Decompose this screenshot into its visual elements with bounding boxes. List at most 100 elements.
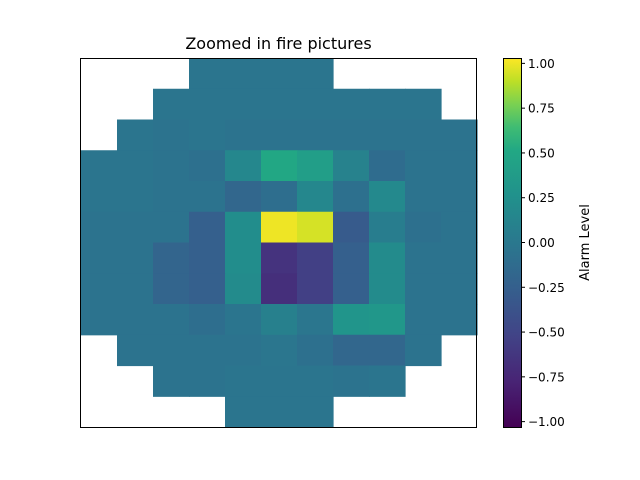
heatmap-cell-r4-c10 xyxy=(441,181,478,212)
colorbar xyxy=(503,58,521,427)
colorbar-tick-label: −0.25 xyxy=(528,281,565,295)
heatmap-cell-r1-c2 xyxy=(153,89,190,120)
heatmap-cell-r7-c3 xyxy=(189,273,226,304)
heatmap-cell-r2-c4 xyxy=(225,120,262,151)
heatmap-cell-r10-c3 xyxy=(189,366,226,397)
heatmap-cell-r7-c4 xyxy=(225,273,262,304)
heatmap-cell-r6-c10 xyxy=(441,243,478,274)
heatmap-cell-r0-c4 xyxy=(225,58,262,89)
heatmap-cell-r4-c1 xyxy=(117,181,154,212)
heatmap-cell-r4-c0 xyxy=(81,181,118,212)
heatmap-cell-r6-c0 xyxy=(81,243,118,274)
heatmap-cell-r4-c8 xyxy=(369,181,406,212)
heatmap-cell-r0-c5 xyxy=(261,58,298,89)
heatmap-cell-r6-c5 xyxy=(261,243,298,274)
heatmap-cell-r2-c2 xyxy=(153,120,190,151)
heatmap-cell-r4-c3 xyxy=(189,181,226,212)
heatmap-cell-r3-c7 xyxy=(333,150,370,181)
heatmap-cell-r1-c5 xyxy=(261,89,298,120)
colorbar-label: Alarm Level xyxy=(578,204,593,281)
colorbar-tick-label: −0.75 xyxy=(528,370,565,384)
heatmap-cell-r11-c6 xyxy=(297,396,334,427)
heatmap-cell-r9-c7 xyxy=(333,335,370,366)
heatmap-cell-r3-c4 xyxy=(225,150,262,181)
heatmap-cell-r1-c9 xyxy=(405,89,442,120)
heatmap-cell-r3-c6 xyxy=(297,150,334,181)
heatmap-cell-r2-c8 xyxy=(369,120,406,151)
heatmap-cell-r4-c2 xyxy=(153,181,190,212)
heatmap-cell-r7-c1 xyxy=(117,273,154,304)
heatmap-cell-r0-c3 xyxy=(189,58,226,89)
heatmap-cell-r1-c3 xyxy=(189,89,226,120)
heatmap-cell-r9-c6 xyxy=(297,335,334,366)
heatmap-cell-r3-c3 xyxy=(189,150,226,181)
heatmap-cell-r3-c2 xyxy=(153,150,190,181)
heatmap-cell-r10-c5 xyxy=(261,366,298,397)
heatmap-cell-r3-c10 xyxy=(441,150,478,181)
heatmap-cell-r5-c5 xyxy=(261,212,298,243)
heatmap-cell-r4-c9 xyxy=(405,181,442,212)
heatmap-cell-r6-c4 xyxy=(225,243,262,274)
heatmap-cell-r2-c6 xyxy=(297,120,334,151)
heatmap-cell-r5-c0 xyxy=(81,212,118,243)
heatmap-cell-r9-c1 xyxy=(117,335,154,366)
heatmap-cell-r1-c8 xyxy=(369,89,406,120)
heatmap-cell-r7-c0 xyxy=(81,273,118,304)
heatmap-cell-r5-c7 xyxy=(333,212,370,243)
heatmap-cell-r8-c10 xyxy=(441,304,478,335)
heatmap-cell-r10-c2 xyxy=(153,366,190,397)
heatmap-cell-r9-c9 xyxy=(405,335,442,366)
heatmap-cell-r2-c9 xyxy=(405,120,442,151)
heatmap-cell-r3-c0 xyxy=(81,150,118,181)
heatmap-cell-r7-c6 xyxy=(297,273,334,304)
heatmap-cell-r3-c8 xyxy=(369,150,406,181)
heatmap-cell-r8-c0 xyxy=(81,304,118,335)
heatmap-cell-r3-c5 xyxy=(261,150,298,181)
heatmap-cell-r0-c6 xyxy=(297,58,334,89)
heatmap-cell-r5-c3 xyxy=(189,212,226,243)
colorbar-tick-label: −0.50 xyxy=(528,326,565,340)
heatmap-cell-r2-c1 xyxy=(117,120,154,151)
heatmap-cell-r2-c7 xyxy=(333,120,370,151)
heatmap-cell-r11-c4 xyxy=(225,396,262,427)
colorbar-tick-label: 0.50 xyxy=(528,146,555,160)
colorbar-tick-label: 0.00 xyxy=(528,236,555,250)
heatmap-cell-r6-c9 xyxy=(405,243,442,274)
heatmap-cell-r11-c5 xyxy=(261,396,298,427)
heatmap-cell-r4-c4 xyxy=(225,181,262,212)
chart-title: Zoomed in fire pictures xyxy=(185,34,371,53)
heatmap-cell-r8-c6 xyxy=(297,304,334,335)
heatmap-cell-r7-c10 xyxy=(441,273,478,304)
heatmap-cell-r7-c5 xyxy=(261,273,298,304)
heatmap-cell-r8-c4 xyxy=(225,304,262,335)
heatmap-cell-r10-c6 xyxy=(297,366,334,397)
heatmap-cell-r3-c9 xyxy=(405,150,442,181)
colorbar-tick-label: 1.00 xyxy=(528,57,555,71)
heatmap-cell-r6-c2 xyxy=(153,243,190,274)
heatmap-cell-r2-c3 xyxy=(189,120,226,151)
heatmap-cell-r8-c2 xyxy=(153,304,190,335)
heatmap-cell-r3-c1 xyxy=(117,150,154,181)
heatmap-cell-r6-c7 xyxy=(333,243,370,274)
heatmap-cell-r8-c9 xyxy=(405,304,442,335)
heatmap-cell-r1-c6 xyxy=(297,89,334,120)
colorbar-tick-label: 0.25 xyxy=(528,191,555,205)
heatmap-cell-r6-c6 xyxy=(297,243,334,274)
heatmap-cell-r9-c8 xyxy=(369,335,406,366)
heatmap-cell-r5-c2 xyxy=(153,212,190,243)
heatmap-cell-r7-c8 xyxy=(369,273,406,304)
heatmap-cell-r8-c3 xyxy=(189,304,226,335)
heatmap-cell-r5-c4 xyxy=(225,212,262,243)
heatmap-cell-r5-c8 xyxy=(369,212,406,243)
colorbar-tick-label: 0.75 xyxy=(528,102,555,116)
heatmap-cell-r6-c8 xyxy=(369,243,406,274)
heatmap-cell-r8-c7 xyxy=(333,304,370,335)
heatmap-cell-r4-c6 xyxy=(297,181,334,212)
heatmap-cell-r4-c7 xyxy=(333,181,370,212)
heatmap-cell-r8-c5 xyxy=(261,304,298,335)
heatmap-cell-r1-c7 xyxy=(333,89,370,120)
heatmap-cell-r6-c3 xyxy=(189,243,226,274)
heatmap-cell-r9-c3 xyxy=(189,335,226,366)
heatmap-cell-r5-c6 xyxy=(297,212,334,243)
heatmap-cell-r8-c8 xyxy=(369,304,406,335)
